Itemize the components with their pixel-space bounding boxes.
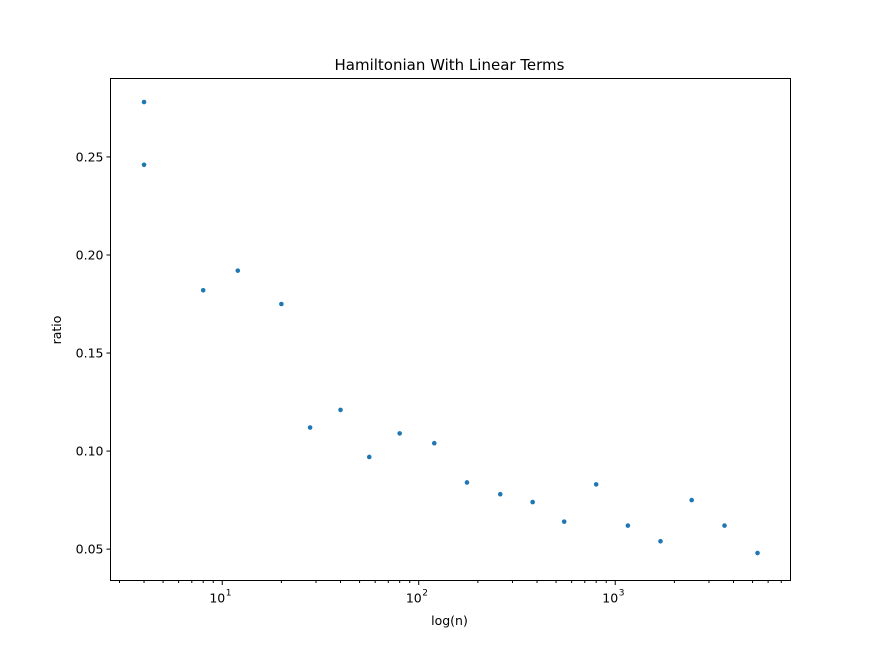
y-tick-label: 0.10 [76, 444, 104, 459]
x-tick-exponent: 3 [619, 589, 625, 599]
y-axis-label: ratio [49, 316, 64, 345]
x-tick-base: 10 [602, 591, 618, 606]
data-points [141, 99, 760, 556]
y-axis: 0.05 0.10 0.15 0.20 0.25 [76, 149, 111, 557]
data-point [338, 407, 343, 413]
data-point [366, 454, 372, 460]
data-point [307, 425, 313, 430]
x-tick-base: 10 [406, 591, 422, 606]
data-point [625, 523, 631, 528]
data-point [141, 162, 147, 168]
y-tick-label: 0.20 [76, 247, 104, 262]
x-tick-label: 10 1 [209, 589, 231, 606]
data-point [279, 301, 284, 307]
data-point [141, 99, 147, 105]
data-point [464, 480, 470, 485]
data-point [235, 268, 241, 273]
x-tick-exponent: 2 [422, 589, 428, 599]
x-axis-label: log(n) [431, 613, 468, 628]
x-tick-label: 10 3 [602, 589, 624, 606]
data-point [593, 482, 599, 487]
data-point [722, 523, 727, 528]
y-tick-label: 0.05 [76, 542, 104, 557]
y-tick-label: 0.15 [76, 346, 104, 361]
data-point [658, 538, 663, 544]
data-point [397, 431, 402, 436]
x-tick-base: 10 [209, 591, 225, 606]
data-point [689, 497, 694, 503]
data-point [200, 287, 206, 293]
data-point [561, 519, 567, 524]
data-point [530, 499, 535, 505]
data-point [497, 491, 503, 497]
chart-title: Hamiltonian With Linear Terms [334, 56, 564, 74]
x-tick-label: 10 2 [406, 589, 428, 606]
data-point [755, 550, 760, 556]
y-tick-label: 0.25 [76, 149, 104, 164]
data-point [431, 440, 437, 446]
plot-frame [110, 78, 791, 581]
x-tick-exponent: 1 [226, 589, 232, 599]
x-axis: 10 1 10 2 10 3 [118, 580, 782, 606]
